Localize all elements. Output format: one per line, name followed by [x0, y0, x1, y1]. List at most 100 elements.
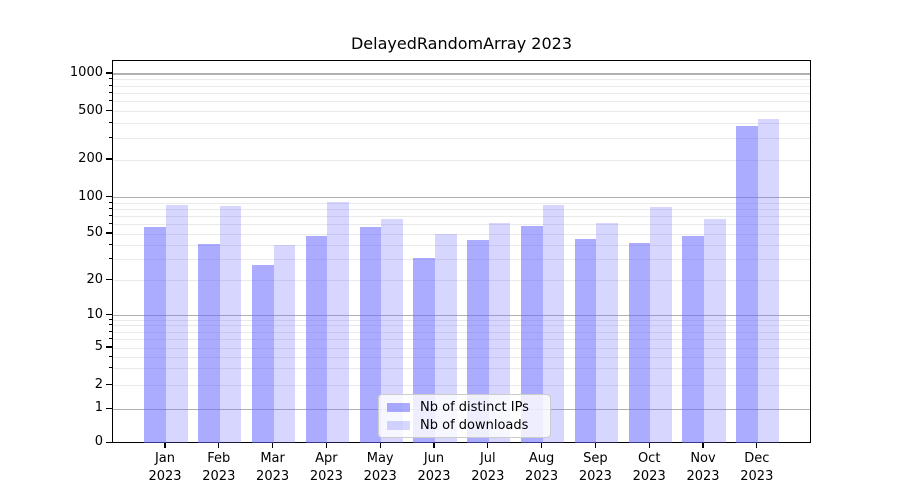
y-tick-mark — [106, 346, 112, 348]
x-tick-label-may: May 2023 — [363, 451, 397, 484]
x-tick-mark — [379, 443, 381, 448]
gridline-minor — [113, 122, 810, 124]
gridline-major — [113, 196, 810, 199]
gridline-minor — [113, 347, 810, 349]
gridline-minor — [113, 319, 810, 321]
x-tick-mark — [756, 443, 758, 448]
bar-distinct-ips-mar — [252, 265, 274, 444]
gridline-minor — [113, 215, 810, 217]
bar-distinct-ips-may — [359, 227, 382, 444]
x-tick-mark — [164, 443, 166, 448]
gridline-minor — [113, 259, 810, 261]
gridline-minor — [113, 331, 810, 333]
bar-distinct-ips-sep — [574, 239, 597, 444]
y-minor-tick-mark — [109, 100, 112, 102]
bar-distinct-ips-oct — [628, 242, 651, 444]
bar-downloads-aug — [542, 204, 565, 444]
x-tick-label-aug: Aug 2023 — [525, 451, 559, 484]
y-minor-tick-mark — [109, 201, 112, 203]
x-tick-mark — [702, 443, 704, 448]
gridline-minor — [113, 233, 810, 235]
y-minor-tick-mark — [109, 355, 112, 357]
y-tick-mark — [106, 158, 112, 160]
legend: Nb of distinct IPs Nb of downloads — [378, 394, 551, 438]
gridline-minor — [113, 92, 810, 94]
bar-distinct-ips-aug — [521, 226, 543, 444]
gridline-minor — [113, 79, 810, 81]
y-tick-label-20: 20 — [86, 271, 103, 287]
y-tick-label-10: 10 — [86, 306, 103, 322]
plot-area: Nb of distinct IPs Nb of downloads — [112, 60, 811, 444]
gridline-minor — [113, 85, 810, 87]
y-minor-tick-mark — [109, 330, 112, 332]
y-minor-tick-mark — [109, 84, 112, 86]
bar-distinct-ips-nov — [682, 236, 704, 444]
bar-distinct-ips-dec — [736, 126, 758, 444]
x-tick-mark — [648, 443, 650, 448]
y-tick-mark — [106, 407, 112, 409]
y-tick-mark — [106, 278, 112, 281]
y-tick-label-0: 0 — [94, 434, 103, 450]
gridline-minor — [113, 101, 810, 103]
x-tick-mark — [271, 443, 274, 448]
y-minor-tick-mark — [109, 91, 112, 93]
y-tick-label-500: 500 — [78, 102, 103, 118]
bar-downloads-mar — [273, 245, 296, 444]
y-tick-label-1: 1 — [94, 400, 103, 416]
gridline-minor — [113, 338, 810, 340]
y-axis-tick-labels: 0 1 2 5 10 20 50 100 200 500 1000 — [0, 0, 103, 500]
bar-downloads-apr — [327, 202, 349, 444]
gridline-minor — [113, 208, 810, 210]
chart-title: DelayedRandomArray 2023 — [350, 34, 573, 53]
gridline-minor — [113, 356, 810, 358]
y-tick-label-200: 200 — [78, 151, 103, 166]
x-tick-label-oct: Oct 2023 — [632, 451, 666, 484]
legend-item-distinct-ips: Nb of distinct IPs — [387, 400, 542, 415]
grid-layer — [113, 61, 810, 442]
y-minor-tick-mark — [109, 121, 112, 123]
y-tick-label-100: 100 — [78, 188, 103, 204]
bar-distinct-ips-apr — [305, 236, 328, 444]
gridline-minor — [113, 244, 810, 246]
x-tick-label-jan: Jan 2023 — [148, 451, 182, 484]
y-minor-tick-mark — [109, 318, 112, 320]
bar-layer — [113, 61, 810, 444]
y-minor-tick-mark — [109, 337, 112, 339]
gridline-minor — [113, 202, 810, 204]
bar-distinct-ips-jul — [467, 240, 489, 444]
bar-distinct-ips-jan — [144, 227, 166, 444]
y-tick-mark — [106, 109, 112, 112]
bar-distinct-ips-feb — [198, 244, 220, 444]
bar-downloads-oct — [650, 206, 672, 444]
bar-downloads-jun — [435, 234, 457, 444]
x-tick-mark — [325, 443, 328, 448]
y-tick-label-5: 5 — [94, 339, 103, 354]
bar-downloads-may — [381, 219, 403, 444]
x-tick-label-feb: Feb 2023 — [202, 451, 236, 484]
gridline-minor — [113, 159, 810, 161]
gridline-minor — [113, 385, 810, 386]
gridline-minor — [113, 368, 810, 370]
gridline-minor — [113, 138, 810, 140]
y-tick-mark — [106, 195, 112, 198]
y-minor-tick-mark — [109, 258, 112, 260]
y-minor-tick-mark — [109, 222, 112, 224]
y-tick-label-1000: 1000 — [69, 65, 103, 80]
legend-swatch-downloads — [387, 420, 410, 430]
gridline-minor — [113, 223, 810, 225]
y-tick-mark — [106, 441, 112, 443]
y-minor-tick-mark — [109, 207, 112, 209]
y-minor-tick-mark — [109, 78, 112, 80]
y-tick-mark — [106, 313, 112, 316]
x-tick-label-sep: Sep 2023 — [578, 451, 612, 484]
y-tick-mark — [106, 232, 112, 234]
x-tick-mark — [594, 443, 597, 448]
gridline-major — [113, 73, 810, 75]
x-tick-label-jul: Jul 2023 — [471, 451, 505, 484]
gridline-major — [113, 314, 810, 317]
bar-downloads-jan — [166, 204, 188, 444]
y-minor-tick-mark — [109, 367, 112, 369]
x-tick-mark — [487, 443, 489, 448]
legend-swatch-distinct-ips — [387, 402, 410, 412]
bar-downloads-dec — [757, 119, 780, 444]
